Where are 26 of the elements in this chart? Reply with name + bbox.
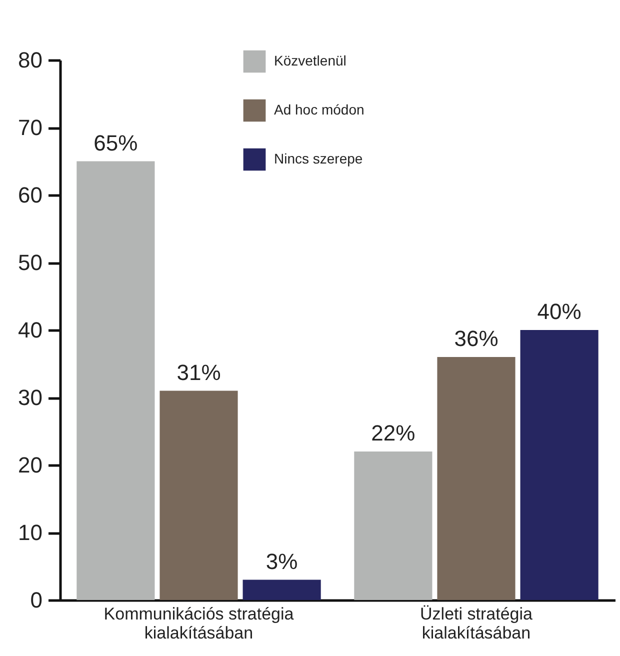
data-label: 3% — [266, 548, 298, 574]
y-tick-label: 60 — [18, 182, 42, 208]
data-label: 22% — [371, 420, 416, 446]
y-tick-label: 50 — [18, 250, 42, 275]
y-tick-label: 0 — [30, 588, 42, 612]
data-label: 31% — [176, 360, 221, 385]
data-label: 65% — [94, 130, 138, 156]
bar — [242, 580, 321, 600]
y-tick-label: 10 — [18, 520, 42, 545]
legend-label: Közvetlenül — [274, 52, 346, 68]
y-tick-label: 40 — [18, 318, 42, 342]
data-label: 36% — [454, 326, 498, 351]
data-label: 40% — [537, 299, 582, 324]
y-tick-label: 30 — [18, 385, 42, 410]
bar — [160, 390, 238, 600]
y-tick-label: 70 — [18, 115, 42, 140]
legend-label: Nincs szerepe — [274, 150, 363, 166]
x-tick-label: Üzleti stratégia kialakításában — [420, 604, 534, 642]
x-tick-label: Kommunikációs stratégia kialakításában — [104, 604, 294, 642]
bar — [520, 330, 598, 600]
legend-label: Ad hoc módon — [274, 102, 364, 118]
bar — [76, 161, 155, 600]
y-tick-label: 80 — [18, 48, 42, 72]
y-tick-label: 20 — [18, 452, 42, 478]
bar — [437, 357, 516, 600]
bar — [354, 452, 432, 600]
